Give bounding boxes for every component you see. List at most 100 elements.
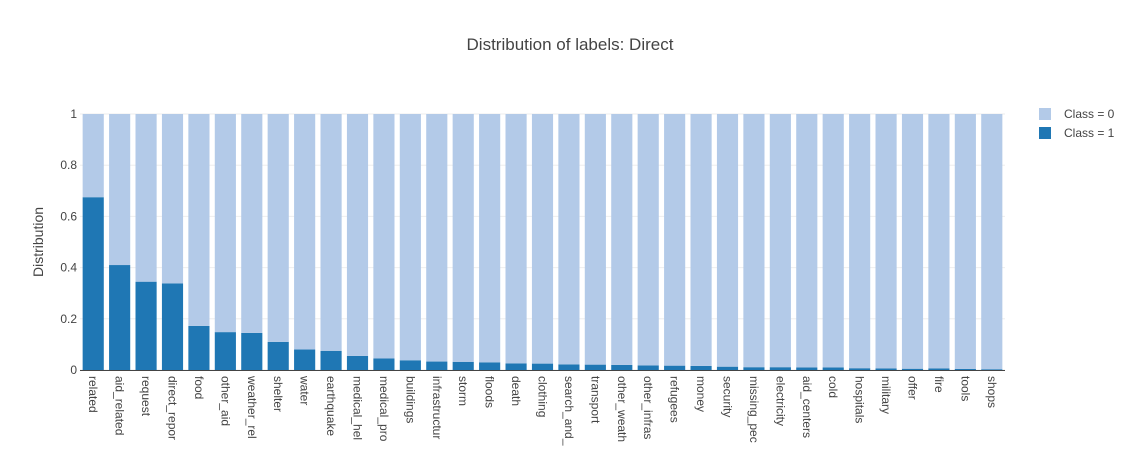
bar-class0-medical_pro[interactable] <box>373 114 395 359</box>
bar-class0-search_and_[interactable] <box>558 114 580 365</box>
legend-swatch <box>1039 108 1051 120</box>
bar-class1-water[interactable] <box>294 349 316 370</box>
bar-class0-storm[interactable] <box>452 114 474 362</box>
bar-class0-weather_rel[interactable] <box>241 114 263 333</box>
x-tick-labels: related aid_related request direct_repor foo… <box>86 375 999 446</box>
x-tick-label: other_infras <box>641 376 655 439</box>
bar-class0-refugees[interactable] <box>664 114 686 366</box>
bar-class0-electricity[interactable] <box>769 114 791 368</box>
bar-class1-earthquake[interactable] <box>320 350 342 370</box>
bar-class1-aid_related[interactable] <box>109 265 131 370</box>
bar-class0-cold[interactable] <box>822 114 844 368</box>
x-tick-label: floods <box>483 376 497 408</box>
bar-class0-shops[interactable] <box>981 114 1003 370</box>
bar-class0-military[interactable] <box>875 114 897 369</box>
bar-class0-floods[interactable] <box>479 114 501 363</box>
bar-class0-tools[interactable] <box>954 114 976 369</box>
legend-item-class-1[interactable]: Class = 1 <box>1039 126 1115 140</box>
bar-class1-death[interactable] <box>505 363 527 370</box>
x-tick-label: direct_repor <box>166 376 180 440</box>
bar-class0-medical_hel[interactable] <box>346 114 369 356</box>
bar-class0-other_weath[interactable] <box>611 114 633 365</box>
x-tick-label: food <box>192 376 206 399</box>
bar-class1-medical_pro[interactable] <box>373 358 395 370</box>
bar-class0-aid_related[interactable] <box>109 114 131 266</box>
x-tick-label: other_aid <box>218 376 232 426</box>
x-tick-label: clothing <box>536 376 550 417</box>
bar-class1-missing_pec[interactable] <box>743 367 765 370</box>
bar-class1-floods[interactable] <box>479 362 501 370</box>
bar-class0-shelter[interactable] <box>267 114 289 342</box>
bar-class1-weather_rel[interactable] <box>241 332 263 370</box>
bar-class1-food[interactable] <box>188 325 210 370</box>
bars <box>82 114 1003 370</box>
bar-class1-related[interactable] <box>82 197 104 370</box>
bar-class0-transport[interactable] <box>584 114 606 365</box>
x-tick-label: missing_pec <box>747 376 761 443</box>
x-tick-label: medical_pro <box>377 376 391 442</box>
bar-class0-money[interactable] <box>690 114 712 366</box>
bar-class1-tools[interactable] <box>954 368 976 370</box>
bar-class1-security[interactable] <box>716 366 739 370</box>
bar-class1-other_infras[interactable] <box>637 365 659 370</box>
bar-class0-other_infras[interactable] <box>637 114 659 366</box>
bar-class0-request[interactable] <box>135 114 157 282</box>
bar-class1-shops[interactable] <box>981 369 1003 370</box>
bar-class0-buildings[interactable] <box>399 114 421 361</box>
bar-class0-missing_pec[interactable] <box>743 114 765 368</box>
bar-class1-buildings[interactable] <box>399 360 421 370</box>
legend[interactable]: Class = 0 Class = 1 <box>1039 107 1115 140</box>
bar-class1-transport[interactable] <box>584 364 606 370</box>
bar-class1-storm[interactable] <box>452 361 474 370</box>
x-tick-label: water <box>298 375 312 405</box>
x-tick-label: request <box>139 376 153 417</box>
x-tick-label: tools <box>958 376 972 401</box>
x-tick-label: death <box>509 376 523 406</box>
bar-class1-medical_hel[interactable] <box>346 355 369 370</box>
x-tick-label: refugees <box>668 376 682 423</box>
legend-item-class-0[interactable]: Class = 0 <box>1039 107 1115 121</box>
bar-class1-military[interactable] <box>875 368 897 370</box>
x-tick-label: storm <box>456 376 470 406</box>
bar-class0-food[interactable] <box>188 114 210 326</box>
bar-class1-hospitals[interactable] <box>849 368 871 370</box>
x-tick-label: cold <box>826 376 840 398</box>
bar-class0-security[interactable] <box>716 114 739 367</box>
bar-class0-hospitals[interactable] <box>849 114 871 369</box>
bar-class1-other_weath[interactable] <box>611 364 633 370</box>
bar-class0-related[interactable] <box>82 114 104 198</box>
bar-class1-cold[interactable] <box>822 367 844 370</box>
bar-class0-aid_centers[interactable] <box>796 114 818 368</box>
bar-class0-earthquake[interactable] <box>320 114 342 351</box>
bar-class1-infrastructur[interactable] <box>426 361 448 370</box>
bar-class0-other_aid[interactable] <box>214 114 236 333</box>
bar-class0-infrastructur[interactable] <box>426 114 448 362</box>
bar-class1-other_aid[interactable] <box>214 332 236 370</box>
bar-class0-water[interactable] <box>294 114 316 350</box>
bar-class1-refugees[interactable] <box>664 365 686 370</box>
x-tick-label: security <box>721 376 735 417</box>
x-tick-label: military <box>879 376 893 414</box>
x-tick-label: earthquake <box>324 376 338 436</box>
x-tick-label: aid_centers <box>800 376 814 438</box>
y-tick-label: 0 <box>70 363 77 377</box>
bar-class0-clothing[interactable] <box>531 114 554 364</box>
bar-class0-direct_repor[interactable] <box>161 114 184 284</box>
x-tick-label: transport <box>588 376 602 424</box>
bar-class0-offer[interactable] <box>901 114 924 369</box>
x-tick-label: offer <box>906 376 920 400</box>
chart-title: Distribution of labels: Direct <box>467 35 674 54</box>
bar-class1-aid_centers[interactable] <box>796 367 818 370</box>
bar-class1-search_and_[interactable] <box>558 364 580 370</box>
bar-class1-electricity[interactable] <box>769 367 791 370</box>
bar-class1-fire[interactable] <box>928 368 950 370</box>
bar-class1-direct_repor[interactable] <box>161 283 184 370</box>
bar-class0-fire[interactable] <box>928 114 950 369</box>
bar-class1-request[interactable] <box>135 281 157 370</box>
bar-class1-clothing[interactable] <box>531 363 554 370</box>
bar-class0-death[interactable] <box>505 114 527 364</box>
bar-class1-shelter[interactable] <box>267 341 289 370</box>
x-tick-label: infrastructur <box>430 376 444 439</box>
bar-class1-money[interactable] <box>690 365 712 370</box>
bar-class1-offer[interactable] <box>901 368 924 370</box>
